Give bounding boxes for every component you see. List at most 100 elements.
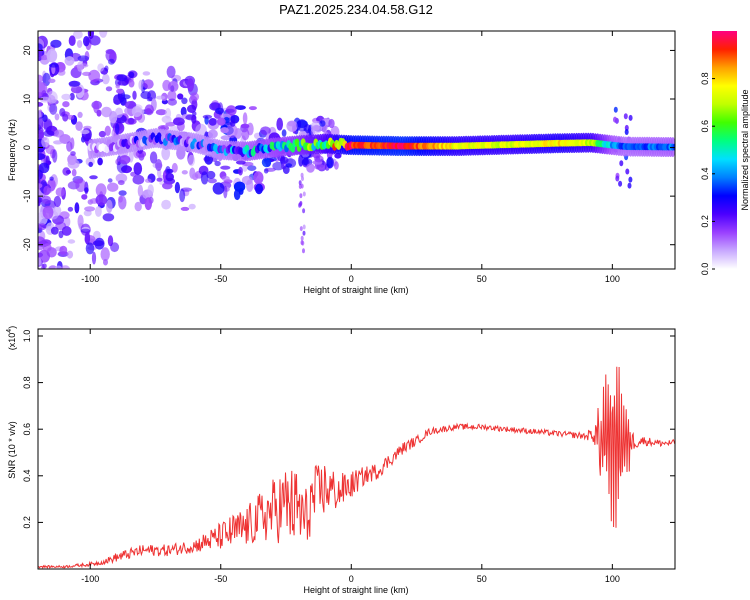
spectrogram-cell-487 bbox=[128, 71, 135, 79]
snr-y-axis: 0.2 0.4 0.6 0.8 1.0 bbox=[22, 330, 675, 529]
snr-y-tick-label: 0.6 bbox=[22, 423, 32, 436]
spectrogram-y-tick-label: -20 bbox=[22, 238, 32, 251]
spectrogram-cell-95 bbox=[137, 184, 144, 197]
spectrogram-cell-243 bbox=[107, 178, 113, 183]
spectrogram-cell-392 bbox=[53, 140, 63, 145]
spectrogram-cell-679 bbox=[615, 175, 620, 182]
spectrogram-cell-589 bbox=[59, 245, 68, 255]
spectrogram-y-tick-label: -10 bbox=[22, 190, 32, 203]
spectrogram-cell-401 bbox=[52, 149, 58, 163]
spectrogram-heatmap bbox=[38, 31, 675, 269]
spectrogram-cell-316 bbox=[177, 93, 184, 100]
spectrogram-cell-296 bbox=[180, 206, 190, 211]
snr-x-tick-label: -100 bbox=[81, 574, 99, 584]
snr-frame bbox=[37, 328, 676, 570]
snr-plot-area bbox=[38, 329, 675, 569]
spectrogram-cell-590 bbox=[38, 215, 42, 223]
spectrogram-cell-439 bbox=[83, 125, 92, 130]
snr-y-tick-label: 0.2 bbox=[22, 516, 32, 529]
spectrogram-cell-619 bbox=[85, 242, 95, 255]
spectrogram-cell-537 bbox=[118, 195, 123, 203]
spectrogram-cell-627 bbox=[181, 97, 188, 105]
spectrogram-cell-328 bbox=[75, 121, 83, 131]
spectrogram-cell-536 bbox=[77, 55, 90, 62]
spectrogram-cell-485 bbox=[162, 182, 173, 190]
spectrogram-cell-105 bbox=[165, 121, 176, 127]
spectrogram-cell-295 bbox=[38, 74, 44, 83]
spectrogram-cell-549 bbox=[189, 167, 196, 179]
spectrogram-cell-642 bbox=[221, 175, 230, 182]
spectrogram-cell-463 bbox=[77, 111, 83, 118]
spectrogram-cell-214 bbox=[38, 102, 44, 107]
snr-x-label: Height of straight line (km) bbox=[303, 585, 408, 595]
spectrogram-cell-646 bbox=[38, 183, 43, 189]
spectrogram-cell-517 bbox=[132, 174, 145, 185]
spectrogram-cell-540 bbox=[83, 36, 90, 47]
spectrogram-cell-413 bbox=[272, 161, 285, 171]
spectrogram-cell-377 bbox=[225, 108, 235, 113]
spectrogram-cell-271 bbox=[190, 92, 200, 102]
spectrogram-cell-405 bbox=[204, 154, 214, 165]
spectrogram-cell-42 bbox=[83, 209, 92, 217]
spectrogram-cell-54 bbox=[76, 40, 83, 48]
snr-y-scale: (x104) bbox=[6, 326, 17, 350]
spectrogram-cell-628 bbox=[312, 124, 320, 131]
spectrogram-cell-403 bbox=[162, 79, 171, 92]
spectrogram-cell-647 bbox=[202, 114, 213, 119]
spectrogram-cell-515 bbox=[187, 78, 194, 92]
colorbar-label: Normalized spectral amplitude bbox=[740, 89, 750, 210]
spectrogram-cell-609 bbox=[200, 171, 209, 185]
spectrogram-x-label: Height of straight line (km) bbox=[303, 285, 408, 295]
snr-y-label: SNR (10 * v/v) bbox=[7, 421, 17, 479]
spectrogram-cell-118 bbox=[179, 188, 186, 203]
spectrogram-cell-669 bbox=[618, 180, 623, 187]
spectrogram-cell-426 bbox=[134, 201, 142, 212]
snr-y-scale-exponent: 4 bbox=[6, 329, 13, 333]
spectrogram-cell-423 bbox=[38, 198, 41, 207]
spectrogram-cell-581 bbox=[107, 182, 119, 192]
colorbar-ticks: 0.0 0.2 0.4 0.6 0.8 bbox=[700, 72, 715, 275]
snr-x-axis: -100 -50 0 50 100 bbox=[81, 329, 620, 584]
spectrogram-cell-465 bbox=[73, 178, 83, 184]
spectrogram-cell-362 bbox=[54, 265, 62, 269]
spectrogram-cell-286 bbox=[220, 127, 229, 134]
spectrogram-cell-236 bbox=[87, 31, 94, 40]
spectrogram-cell-629 bbox=[50, 226, 59, 235]
spectrogram-y-tick-label: 20 bbox=[22, 45, 32, 55]
spectrogram-cell-568 bbox=[38, 81, 42, 88]
spectrogram-cell-576 bbox=[165, 172, 174, 182]
spectrogram-cell-532 bbox=[43, 185, 50, 196]
spectrogram-cell-201 bbox=[115, 84, 120, 89]
snr-panel: -100 -50 0 50 100 0.2 0.4 0.6 0.8 1.0 Height of … bbox=[6, 326, 676, 595]
spectrogram-cell-83 bbox=[67, 239, 76, 244]
spectrogram-cell-543 bbox=[166, 65, 176, 78]
spectrogram-cell-133 bbox=[81, 194, 88, 200]
spectrogram-cell-104 bbox=[247, 165, 257, 172]
spectrogram-cell-598 bbox=[319, 120, 326, 127]
spectrogram-cell-338 bbox=[38, 267, 43, 269]
spectrogram-cell-510 bbox=[173, 117, 185, 126]
spectrogram-cell-18 bbox=[115, 173, 128, 183]
spectrogram-x-axis: -100 -50 0 50 100 bbox=[81, 31, 620, 284]
spectrogram-cell-284 bbox=[142, 71, 151, 76]
spectrogram-cell-561 bbox=[165, 166, 171, 175]
spectrogram-cell-678 bbox=[613, 116, 617, 123]
spectrogram-cell-616 bbox=[38, 162, 50, 174]
spectrogram-cell-527 bbox=[64, 56, 75, 66]
spectrogram-cell-550 bbox=[282, 165, 290, 174]
spectrogram-cell-643 bbox=[95, 194, 108, 206]
spectrogram-cell-414 bbox=[144, 104, 154, 116]
snr-x-tick-label: 0 bbox=[349, 574, 354, 584]
spectrogram-cell-290 bbox=[235, 105, 246, 110]
spectrogram-cell-640 bbox=[132, 90, 137, 100]
spectrogram-cell-625 bbox=[114, 107, 124, 119]
spectrogram-cell-385 bbox=[65, 169, 71, 175]
spectrogram-cell-943 bbox=[104, 145, 110, 154]
spectrogram-cell-607 bbox=[220, 165, 231, 170]
spectrogram-y-tick-label: 0 bbox=[22, 145, 32, 150]
spectrogram-cell-361 bbox=[164, 108, 172, 119]
colorbar-tick-label: 0.4 bbox=[700, 168, 710, 181]
spectrogram-cell-528 bbox=[100, 247, 110, 262]
spectrogram-cell-489 bbox=[241, 128, 250, 141]
spectrogram-cell-660 bbox=[302, 248, 305, 254]
